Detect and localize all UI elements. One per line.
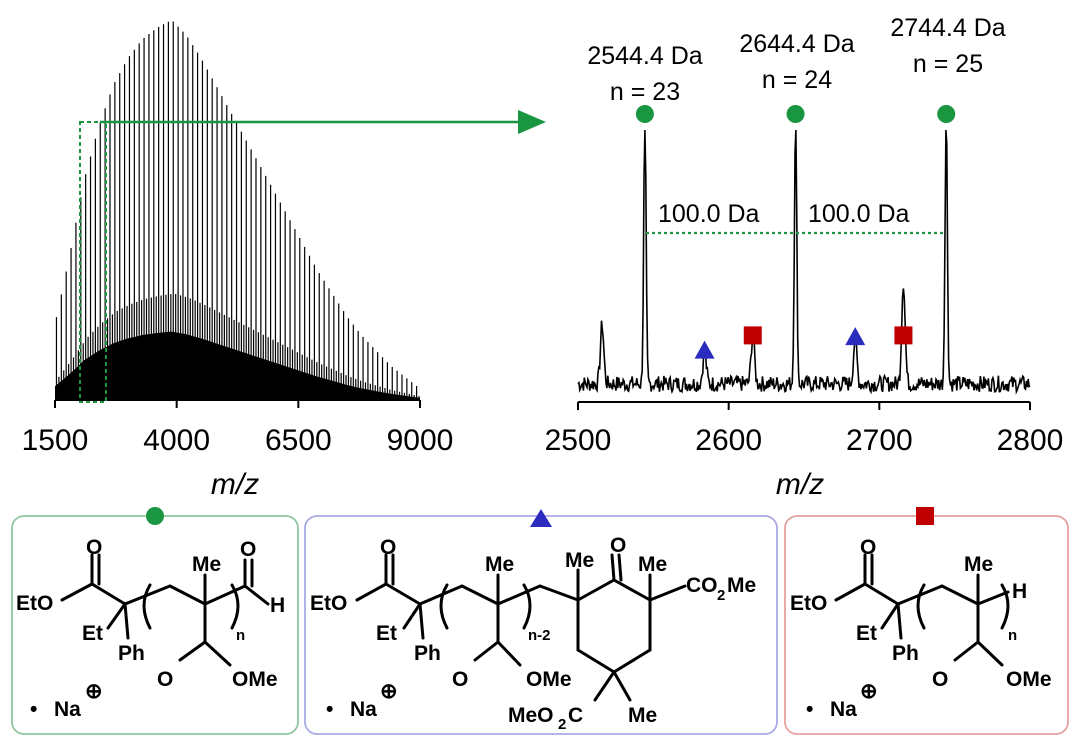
- struct3-label-5: H: [1012, 580, 1027, 603]
- peak-mass-label-24: 2644.4 Da: [739, 30, 854, 58]
- zoom-spectrum-ticks: 2500 2600 2700 2800: [545, 402, 1064, 457]
- full-spectrum-peaks: [55, 21, 420, 400]
- struct2-label-15: 2: [558, 716, 566, 733]
- circle-peak-marker: [635, 105, 654, 123]
- zoom-spectrum-panel: 2500 2600 2700 2800 100.0 Da 100.0 Da 2544.…: [545, 14, 1064, 501]
- struct2-label-2: Et: [376, 622, 397, 645]
- struct2-label-13: OMe: [526, 668, 572, 691]
- struct2-label-18: •: [326, 698, 333, 721]
- struct2-label-0: O: [380, 536, 396, 559]
- struct1-label-1: EtO: [16, 592, 53, 615]
- triangle-peak-marker: [845, 327, 866, 346]
- square-marker-legend: [916, 507, 934, 525]
- full-spectrum-tick-label: 4000: [143, 424, 210, 457]
- struct2-label-17: Me: [628, 704, 657, 727]
- struct1-label-3: Ph: [118, 642, 145, 665]
- struct1-label-4: Me: [192, 553, 221, 576]
- struct2-label-3: Ph: [414, 642, 441, 665]
- struct1-label-6: H: [270, 594, 285, 617]
- struct2-label-20: ⊕: [380, 680, 398, 703]
- struct3-label-7: O: [932, 668, 948, 691]
- full-spectrum-ticks: 1500 4000 6500 9000: [22, 400, 454, 457]
- struct1-label-0: O: [86, 536, 102, 559]
- struct2-label-16: C: [568, 704, 583, 727]
- structure-box-square: O EtO Et Ph Me H n O OMe • Na ⊕: [784, 507, 1069, 735]
- peak-n-label-23: n = 23: [610, 78, 680, 106]
- zoom-spectrum-tick-label: 2600: [695, 424, 762, 457]
- struct2-label-4: Me: [485, 553, 514, 576]
- zoom-spectrum-x-label: m/z: [776, 468, 824, 501]
- spacing-label-1: 100.0 Da: [658, 200, 760, 228]
- circle-peak-marker: [786, 105, 805, 123]
- struct2-label-1: EtO: [310, 592, 347, 615]
- zoom-region-box: [79, 121, 107, 403]
- struct1-label-7: n: [236, 627, 245, 644]
- peak-mass-label-23: 2544.4 Da: [587, 42, 702, 70]
- struct2-label-10: Me: [727, 574, 756, 597]
- struct3-label-0: O: [860, 536, 876, 559]
- struct1-label-9: OMe: [232, 668, 278, 691]
- zoom-spectrum-tick-label: 2800: [997, 424, 1064, 457]
- struct3-label-3: Ph: [892, 642, 919, 665]
- peak-mass-label-25: 2744.4 Da: [890, 14, 1005, 42]
- zoom-spectrum-trace: [577, 129, 1031, 395]
- spacing-label-2: 100.0 Da: [808, 200, 910, 228]
- circle-peak-marker: [937, 105, 956, 123]
- struct1-label-10: •: [30, 698, 37, 721]
- full-spectrum-panel: 1500 4000 6500 9000 m/z: [22, 21, 454, 501]
- struct2-label-7: Me: [638, 553, 667, 576]
- zoom-arrow: [100, 110, 546, 134]
- struct2-label-11: n-2: [528, 627, 551, 644]
- triangle-peak-marker: [694, 340, 715, 359]
- struct1-label-8: O: [157, 668, 173, 691]
- square-peak-marker: [894, 326, 913, 345]
- full-spectrum-tick-label: 6500: [265, 424, 332, 457]
- square-peak-marker: [743, 326, 762, 345]
- peak-n-label-24: n = 24: [762, 66, 832, 94]
- struct3-label-2: Et: [856, 622, 877, 645]
- full-spectrum-baseline: [55, 331, 420, 400]
- peak-n-label-25: n = 25: [913, 50, 983, 78]
- struct3-label-9: •: [806, 698, 813, 721]
- peak-markers: [635, 105, 956, 359]
- circle-marker-legend: [146, 507, 164, 525]
- struct1-label-12: ⊕: [85, 680, 103, 703]
- zoom-spectrum-tick-label: 2500: [545, 424, 612, 457]
- struct2-label-14: MeO: [508, 704, 554, 727]
- struct3-label-8: OMe: [1006, 668, 1052, 691]
- structure-box-circle: O EtO Et Ph Me O H n O OMe • Na ⊕: [11, 507, 299, 735]
- full-spectrum-x-label: m/z: [211, 468, 259, 501]
- struct2-label-8: CO: [686, 574, 718, 597]
- struct1-label-11: Na: [54, 698, 81, 721]
- struct3-label-10: Na: [830, 698, 857, 721]
- struct1-label-5: O: [240, 538, 256, 561]
- struct1-label-2: Et: [82, 622, 103, 645]
- struct3-label-11: ⊕: [860, 680, 878, 703]
- struct2-label-6: O: [610, 534, 626, 557]
- struct3-label-6: n: [1008, 627, 1017, 644]
- structure-box-triangle: O EtO Et Ph Me Me O Me CO 2 Me n-2 O OMe…: [304, 509, 778, 735]
- struct3-label-4: Me: [964, 553, 993, 576]
- struct2-label-12: O: [452, 668, 468, 691]
- struct3-label-1: EtO: [790, 592, 827, 615]
- zoom-spectrum-tick-label: 2700: [846, 424, 913, 457]
- struct2-label-19: Na: [350, 698, 377, 721]
- struct2-label-5: Me: [565, 549, 594, 572]
- triangle-marker-legend: [530, 509, 552, 527]
- struct2-label-9: 2: [717, 587, 725, 604]
- full-spectrum-tick-label: 9000: [387, 424, 454, 457]
- full-spectrum-tick-label: 1500: [22, 424, 89, 457]
